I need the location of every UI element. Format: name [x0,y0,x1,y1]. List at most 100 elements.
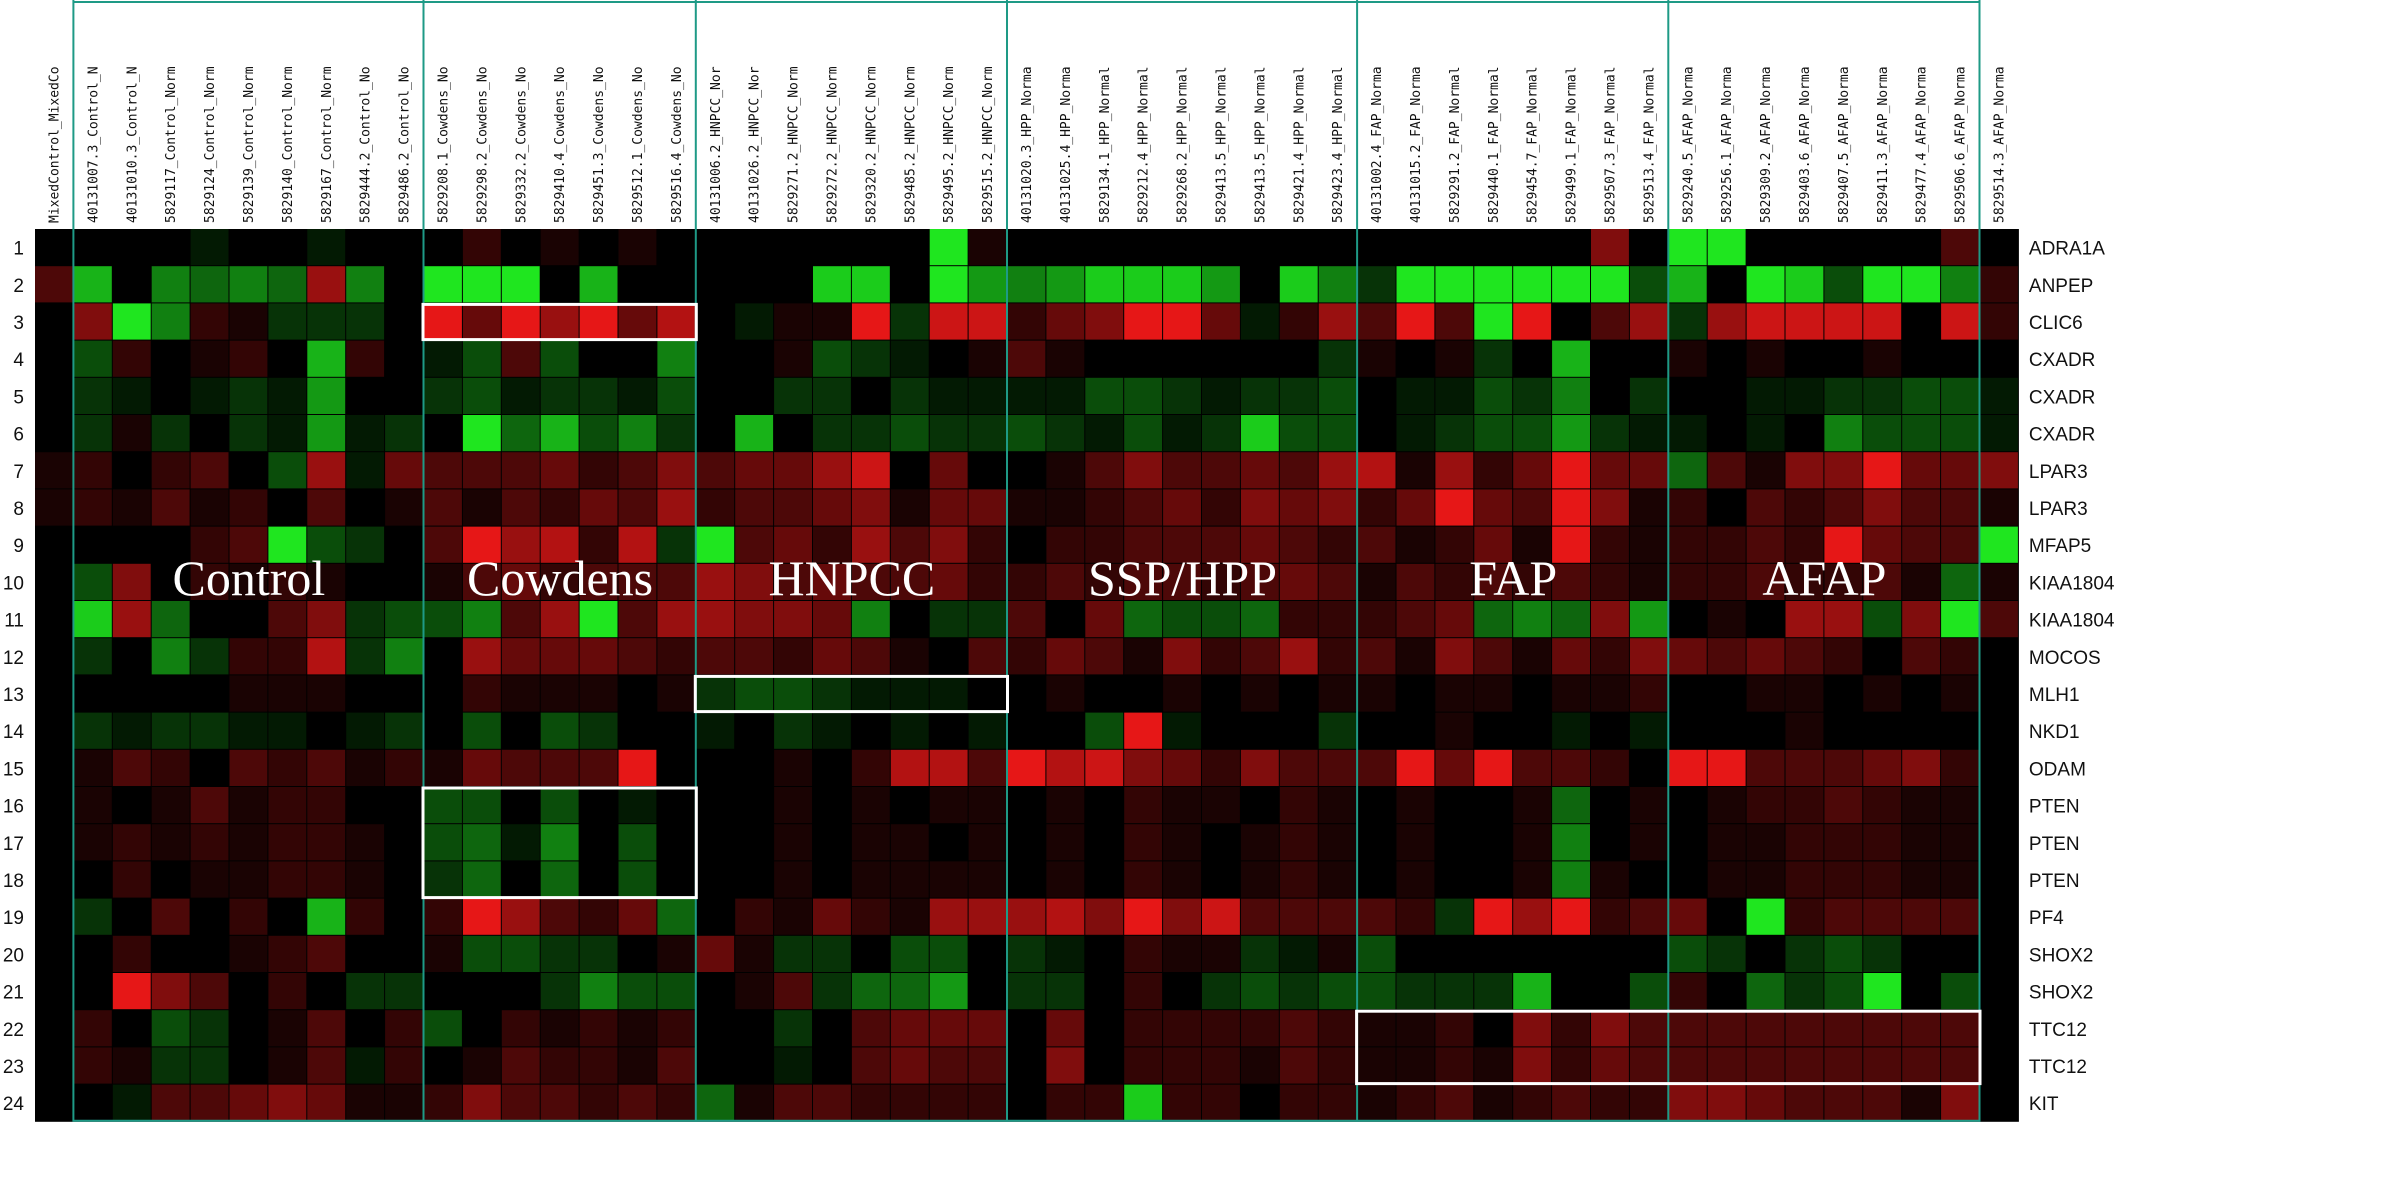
heatmap-cell [1474,229,1513,266]
heatmap-cell [618,861,657,898]
heatmap-cell [424,712,462,749]
heatmap-cell [657,266,696,303]
gene-label: MFAP5 [2029,536,2091,557]
heatmap-cell [1707,415,1746,452]
heatmap-cell [424,229,462,266]
heatmap-cell [346,489,385,526]
heatmap-cell [1552,563,1590,600]
heatmap-cell [696,824,735,861]
heatmap-cell [968,266,1007,303]
column-label: 5829298.2_Cowdens_No [475,66,490,223]
heatmap-cell [190,638,229,675]
heatmap-cell [1668,1084,1707,1121]
heatmap-cell [424,377,462,414]
heatmap-cell [229,340,268,377]
heatmap-cell [1941,787,1979,824]
heatmap-cell [1707,303,1746,340]
gene-label: SHOX2 [2029,983,2093,1004]
heatmap-cell [813,787,851,824]
heatmap-cell [462,787,501,824]
heatmap-cell [813,712,851,749]
heatmap-cell [1941,229,1979,266]
heatmap-cell [1785,861,1824,898]
heatmap-cell [229,563,268,600]
heatmap-cell [1824,489,1863,526]
highlight-box [1355,1009,1982,1086]
heatmap-cell [1318,452,1357,489]
heatmap-cell [1785,266,1824,303]
heatmap-cell [1629,563,1668,600]
heatmap-cell [1707,266,1746,303]
heatmap-cell [112,898,151,935]
heatmap-cell [1668,526,1707,563]
heatmap-cell [579,266,618,303]
heatmap-cell [1163,452,1201,489]
heatmap-cell [1046,861,1085,898]
heatmap-cell [813,1084,851,1121]
heatmap-cell [1474,935,1513,972]
heatmap-cell [657,340,696,377]
column-label: 40131006.2_HNPCC_Nor [709,66,724,223]
heatmap-cell [618,340,657,377]
column-label: 5829486.2_Control_No [398,66,413,223]
heatmap-cell [890,229,929,266]
heatmap-cell [346,266,385,303]
heatmap-cell [112,824,151,861]
heatmap-cell [1007,340,1046,377]
heatmap-cell [73,638,112,675]
heatmap-cell [1902,303,1941,340]
heatmap-cell [657,377,696,414]
heatmap-cell [774,1010,812,1047]
heatmap-cell [1980,712,2018,749]
heatmap-cell [851,377,890,414]
heatmap-cell [151,489,190,526]
heatmap-cell [1124,489,1163,526]
heatmap-cell [35,340,73,377]
heatmap-cell [190,1084,229,1121]
heatmap-cell [35,1084,73,1121]
heatmap-cell [1163,489,1201,526]
heatmap-cell [385,675,423,712]
heatmap-cell [229,824,268,861]
heatmap-cell [35,229,73,266]
gene-label: MLH1 [2029,685,2080,706]
heatmap-cell [501,749,540,786]
heatmap-cell [151,675,190,712]
heatmap-cell [1046,675,1085,712]
heatmap-cell [1240,749,1279,786]
heatmap-cell [540,712,579,749]
heatmap-cell [1318,1010,1357,1047]
heatmap-cell [1824,1084,1863,1121]
heatmap-cell [735,377,774,414]
row-number: 10 [3,573,24,594]
heatmap-cell [1668,1047,1707,1084]
heatmap-cell [1202,229,1240,266]
heatmap-cell [73,266,112,303]
heatmap-cell [1629,601,1668,638]
heatmap-cell [501,787,540,824]
heatmap-cell [151,861,190,898]
heatmap-cell [1474,601,1513,638]
heatmap-cell [1163,415,1201,452]
heatmap-cell [1552,489,1590,526]
heatmap-cell [346,526,385,563]
heatmap-cell [1318,340,1357,377]
heatmap-cell [1202,749,1240,786]
heatmap-cell [1474,340,1513,377]
heatmap-cell [151,340,190,377]
heatmap-cell [696,601,735,638]
heatmap-cell [1357,340,1396,377]
heatmap-cell [1007,935,1046,972]
heatmap-cell [1941,749,1979,786]
heatmap-cell [190,861,229,898]
heatmap-cell [462,935,501,972]
heatmap-cell [657,1047,696,1084]
heatmap-cell [1474,712,1513,749]
heatmap-cell [1396,861,1435,898]
heatmap-cell [1085,675,1124,712]
heatmap-cell [1474,675,1513,712]
heatmap-cell [1007,1010,1046,1047]
heatmap-cell [1202,1010,1240,1047]
heatmap-cell [1824,303,1863,340]
